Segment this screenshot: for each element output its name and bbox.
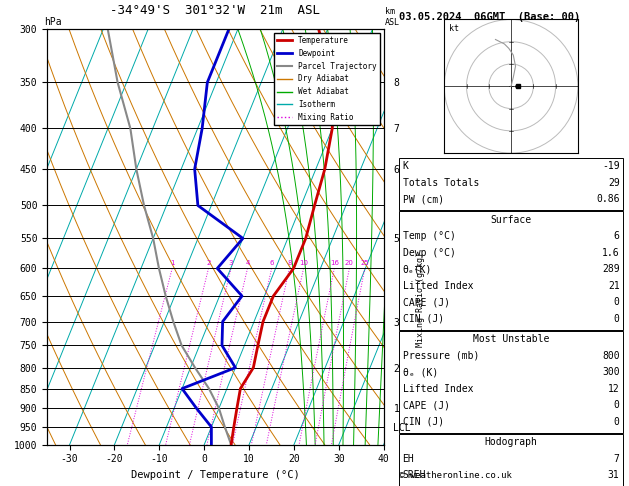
Text: 0: 0	[614, 297, 620, 308]
Text: CAPE (J): CAPE (J)	[403, 297, 450, 308]
Text: θₑ (K): θₑ (K)	[403, 367, 438, 378]
Text: Lifted Index: Lifted Index	[403, 384, 473, 394]
X-axis label: Dewpoint / Temperature (°C): Dewpoint / Temperature (°C)	[131, 470, 300, 480]
Text: 6: 6	[269, 260, 274, 266]
Text: θₑ(K): θₑ(K)	[403, 264, 432, 275]
Text: 1.6: 1.6	[602, 248, 620, 258]
Text: 289: 289	[602, 264, 620, 275]
Text: Mixing Ratio (g/kg): Mixing Ratio (g/kg)	[416, 252, 425, 347]
Text: EH: EH	[403, 454, 415, 464]
Text: km
ASL: km ASL	[385, 7, 400, 27]
Text: SREH: SREH	[403, 470, 426, 481]
Text: 8: 8	[287, 260, 292, 266]
Text: Hodograph: Hodograph	[484, 437, 538, 448]
Text: 0: 0	[614, 314, 620, 324]
Text: PW (cm): PW (cm)	[403, 194, 443, 205]
Text: Totals Totals: Totals Totals	[403, 178, 479, 188]
Text: 0: 0	[614, 417, 620, 427]
Text: CAPE (J): CAPE (J)	[403, 400, 450, 411]
Text: 16: 16	[330, 260, 339, 266]
Text: hPa: hPa	[44, 17, 62, 27]
Text: 21: 21	[608, 281, 620, 291]
Text: 03.05.2024  06GMT  (Base: 00): 03.05.2024 06GMT (Base: 00)	[399, 12, 581, 22]
Text: 6: 6	[614, 231, 620, 242]
Text: 4: 4	[245, 260, 250, 266]
Text: 300: 300	[602, 367, 620, 378]
Text: 25: 25	[360, 260, 369, 266]
Text: 1: 1	[170, 260, 174, 266]
Text: 3: 3	[229, 260, 233, 266]
Text: Most Unstable: Most Unstable	[473, 334, 549, 345]
Text: 800: 800	[602, 351, 620, 361]
Text: -19: -19	[602, 161, 620, 172]
Text: 2: 2	[206, 260, 211, 266]
Text: © weatheronline.co.uk: © weatheronline.co.uk	[399, 471, 512, 480]
Text: Lifted Index: Lifted Index	[403, 281, 473, 291]
Text: 20: 20	[345, 260, 354, 266]
Text: 0.86: 0.86	[596, 194, 620, 205]
Text: Pressure (mb): Pressure (mb)	[403, 351, 479, 361]
Text: K: K	[403, 161, 408, 172]
Text: kt: kt	[448, 24, 459, 33]
Text: CIN (J): CIN (J)	[403, 314, 443, 324]
Text: Dewp (°C): Dewp (°C)	[403, 248, 455, 258]
Text: 0: 0	[614, 400, 620, 411]
Text: CIN (J): CIN (J)	[403, 417, 443, 427]
Text: 31: 31	[608, 470, 620, 481]
Text: -34°49'S  301°32'W  21m  ASL: -34°49'S 301°32'W 21m ASL	[111, 4, 320, 17]
Text: Temp (°C): Temp (°C)	[403, 231, 455, 242]
Text: Surface: Surface	[491, 215, 532, 225]
Text: 7: 7	[614, 454, 620, 464]
Text: 10: 10	[299, 260, 308, 266]
Text: 29: 29	[608, 178, 620, 188]
Legend: Temperature, Dewpoint, Parcel Trajectory, Dry Adiabat, Wet Adiabat, Isotherm, Mi: Temperature, Dewpoint, Parcel Trajectory…	[274, 33, 380, 125]
Text: 12: 12	[608, 384, 620, 394]
